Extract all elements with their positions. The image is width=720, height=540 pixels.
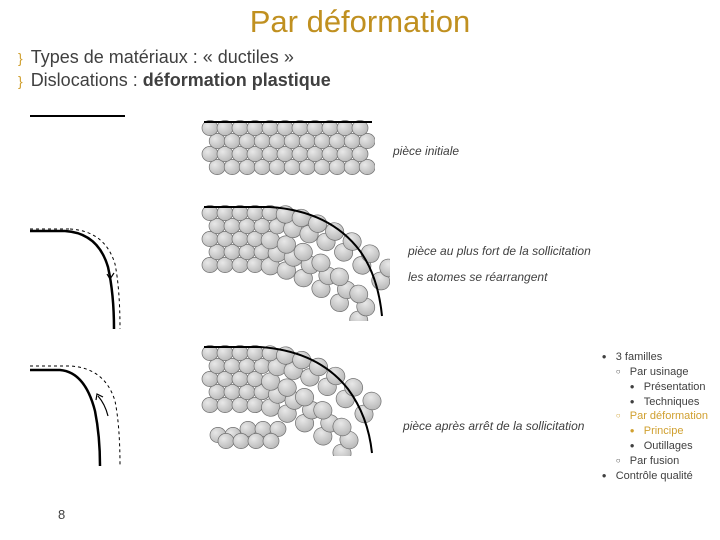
stage-row-load: pièce au plus fort de la sollicitation l… — [0, 201, 591, 326]
page-number: 8 — [58, 507, 65, 522]
bullet-text-pre: Dislocations : — [31, 70, 143, 90]
stage-row-initial: pièce initiale — [0, 106, 459, 196]
slide-title: Par déformation — [0, 0, 720, 40]
stage-label: pièce après arrêt de la sollicitation — [403, 417, 584, 435]
curve-after — [30, 356, 160, 446]
stage-row-after: pièce après arrêt de la sollicitation — [0, 341, 584, 461]
stage-label: pièce au plus fort de la sollicitation — [408, 242, 591, 260]
atoms-load — [200, 201, 390, 326]
nav-last: Contrôle qualité — [602, 469, 708, 484]
curve-icon — [30, 219, 160, 329]
bullet-item: } Types de matériaux : « ductiles » — [18, 46, 720, 69]
curve-icon — [30, 356, 160, 466]
bullet-text: Types de matériaux : « ductiles » — [31, 46, 294, 69]
nav-sub-active: Principe — [630, 424, 708, 439]
curve-initial — [30, 106, 160, 196]
nav-item-active: Par déformation — [616, 409, 708, 424]
nav-root: 3 familles — [602, 350, 708, 365]
stage-label-group: pièce au plus fort de la sollicitation l… — [408, 242, 591, 286]
bullet-text-bold: déformation plastique — [143, 70, 331, 90]
bullet-item: } Dislocations : déformation plastique — [18, 69, 720, 92]
nav-item: Par usinage — [616, 365, 708, 380]
nav-sub: Présentation — [630, 380, 708, 395]
nav-outline: 3 familles Par usinage Présentation Tech… — [602, 350, 708, 484]
bullet-text: Dislocations : déformation plastique — [31, 69, 331, 92]
atoms-initial — [200, 118, 375, 185]
stage-label: pièce initiale — [393, 142, 459, 160]
bullet-marker-icon: } — [18, 49, 23, 67]
line-icon — [30, 106, 160, 176]
atoms-after — [200, 341, 385, 461]
nav-sub: Outillages — [630, 439, 708, 454]
curve-load — [30, 219, 160, 309]
nav-sub: Techniques — [630, 395, 708, 410]
nav-item: Par fusion — [616, 454, 708, 469]
bullet-marker-icon: } — [18, 72, 23, 90]
bullet-list: } Types de matériaux : « ductiles » } Di… — [0, 40, 720, 93]
stage-label: les atomes se réarrangent — [408, 268, 591, 286]
